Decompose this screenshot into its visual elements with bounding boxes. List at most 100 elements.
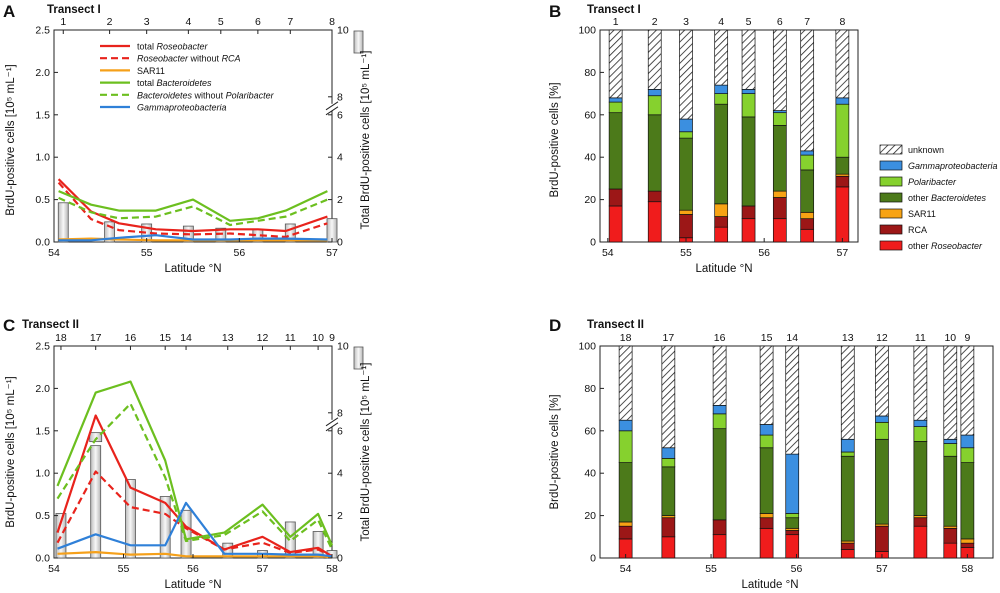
bar-segment-gamma-st9 <box>960 434 975 449</box>
panel-a-x-axis-label: Latitude °N <box>164 263 221 275</box>
bar-segment-other_bacteroidetes-st1 <box>608 112 623 190</box>
bar-segment-sar11-st18 <box>618 521 633 527</box>
bar-segment-other_bacteroidetes-st9 <box>960 462 975 540</box>
bar-segment-gamma-st17 <box>661 447 676 459</box>
bar-segment-other_bacteroidetes-st6 <box>772 125 787 192</box>
right-tick-label: 2 <box>337 510 343 522</box>
right-tick-label: 6 <box>337 425 343 437</box>
axis-break-mark <box>325 422 339 432</box>
bar-segment-rca-st1 <box>608 188 623 207</box>
total-bar-16 <box>125 479 136 559</box>
panel-c-letter: C <box>3 316 15 335</box>
panel-a-legend: total Roseobacter Roseobacter without RCA… <box>100 42 275 113</box>
panel-c-right-axis-label: Total BrdU-positive cells [10⁵ mL⁻¹] <box>360 363 372 542</box>
bar-segment-polaribacter-st13 <box>840 451 855 457</box>
total-bar-legend-glyph <box>353 346 364 370</box>
bar-segment-rca-st6 <box>772 197 787 220</box>
right-tick-label: 6 <box>337 109 343 121</box>
right-tick-label: 4 <box>337 468 343 480</box>
legend-label-roseo_norca: Roseobacter without RCA <box>137 54 241 64</box>
series-line-gamma <box>58 234 328 242</box>
legend-swatch-rca <box>879 224 903 235</box>
legend-swatch-other_bacteroidetes <box>879 192 903 203</box>
bar-segment-gamma-st4 <box>714 84 729 94</box>
x-tick-label: 54 <box>620 563 632 575</box>
x-tick-label: 57 <box>837 247 849 259</box>
bar-segment-gamma-st7 <box>800 150 815 156</box>
bar-segment-polaribacter-st4 <box>714 93 729 105</box>
right-tick-label: 4 <box>337 152 343 164</box>
bar-segment-gamma-st15 <box>759 424 774 436</box>
bar-segment-sar11-st4 <box>714 203 729 217</box>
bar-segment-other_roseobacter-st17 <box>661 536 676 559</box>
y-tick-label: 1.0 <box>35 152 50 164</box>
x-tick-label: 54 <box>48 563 60 575</box>
x-tick-label: 56 <box>758 247 770 259</box>
right-tick-label: 10 <box>337 341 349 353</box>
panel-b-letter: B <box>549 2 561 21</box>
bar-segment-unknown-st9 <box>960 345 975 436</box>
station-label: 4 <box>185 16 191 28</box>
y-tick-label: 0 <box>590 553 596 565</box>
legend-label-other_roseobacter: other Roseobacter <box>908 241 983 251</box>
panel-b-y-axis-label: BrdU-positive cells [%] <box>549 82 561 197</box>
axis-break-gap <box>326 103 338 111</box>
series-line-sar11 <box>57 550 333 559</box>
legend-label-gamma: Gammaproteobacteria <box>137 103 227 113</box>
panel-b-x-axis-label: Latitude °N <box>695 263 752 275</box>
right-tick-label: 8 <box>337 407 343 419</box>
bar-segment-unknown-st6 <box>772 29 787 111</box>
station-label: 7 <box>804 16 810 28</box>
station-label: 11 <box>915 332 926 344</box>
station-label: 10 <box>312 332 324 344</box>
bar-segment-other_roseobacter-st4 <box>714 226 729 243</box>
x-tick-label: 57 <box>326 247 338 259</box>
total-bar-2 <box>104 221 115 243</box>
x-tick-label: 54 <box>602 247 614 259</box>
y-tick-label: 0.0 <box>35 237 50 249</box>
legend-label-roseo_total: total Roseobacter <box>137 42 209 52</box>
panel-d: D Transect II 0 20 40 60 80 100 54 55 56 57 58 18 17… <box>549 316 994 591</box>
x-tick-label: 57 <box>257 563 269 575</box>
axis-break-mark <box>325 106 339 116</box>
y-tick-label: 20 <box>584 510 596 522</box>
right-tick-label: 0 <box>337 237 343 249</box>
bar-segment-other_bacteroidetes-st16 <box>712 428 727 521</box>
legend-swatch-polaribacter <box>879 176 903 187</box>
y-tick-label: 1.5 <box>35 109 50 121</box>
panel-d-x-axis-label: Latitude °N <box>741 579 798 591</box>
bar-segment-other_roseobacter-st16 <box>712 534 727 559</box>
y-tick-label: 1.5 <box>35 425 50 437</box>
station-label: 9 <box>329 332 335 344</box>
total-bar-14 <box>180 509 192 559</box>
bar-segment-unknown-st11 <box>913 345 928 421</box>
bar-segment-polaribacter-st10 <box>943 443 958 457</box>
bar-segment-gamma-st11 <box>913 419 928 427</box>
legend-swatch-gamma <box>879 160 903 171</box>
panel-a-y-axis-label: BrdU-positive cells [10⁵ mL⁻¹] <box>5 64 17 215</box>
bar-segment-unknown-st7 <box>800 29 815 152</box>
bar-segment-polaribacter-st9 <box>960 447 975 463</box>
bar-segment-other_roseobacter-st15 <box>759 527 774 559</box>
bar-segment-polaribacter-st11 <box>913 426 928 442</box>
x-tick-label: 57 <box>876 563 888 575</box>
y-tick-label: 2.5 <box>35 25 50 37</box>
bar-segment-other_bacteroidetes-st11 <box>913 441 928 516</box>
bar-segment-rca-st16 <box>712 519 727 536</box>
bar-segment-polaribacter-st3 <box>679 131 693 139</box>
bar-segment-unknown-st8 <box>835 29 850 99</box>
bar-segment-other_bacteroidetes-st15 <box>759 447 774 514</box>
axis-break-mark <box>325 101 339 111</box>
bar-segment-unknown-st12 <box>875 345 889 417</box>
bar-segment-gamma-st8 <box>835 97 850 105</box>
bar-segment-sar11-st7 <box>800 211 815 220</box>
bar-segment-unknown-st14 <box>785 345 800 455</box>
bar-segment-rca-st10 <box>943 527 958 544</box>
bar-segment-sar11-st6 <box>772 190 787 198</box>
bar-segment-gamma-st1 <box>608 97 623 103</box>
legend-swatch-other_roseobacter <box>879 240 903 251</box>
y-tick-label: 2.0 <box>35 383 50 395</box>
bar-segment-gamma-st18 <box>618 419 633 432</box>
station-label: 15 <box>159 332 171 344</box>
